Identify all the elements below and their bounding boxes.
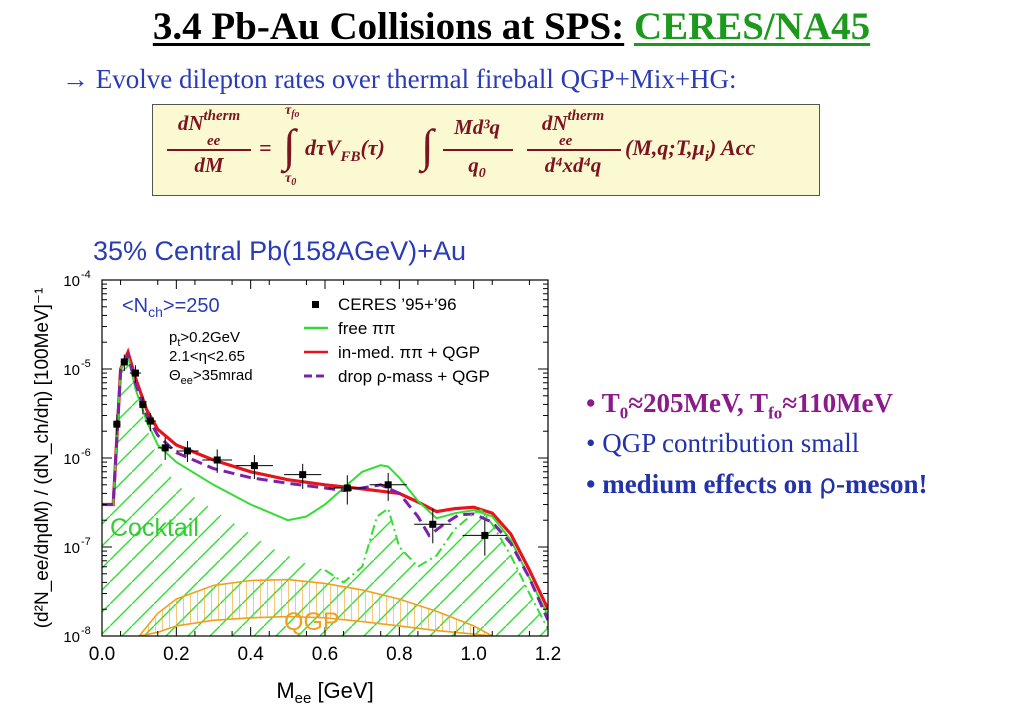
data-point — [384, 481, 392, 489]
chart-title: 35% Central Pb(158AGeV)+Au — [93, 236, 466, 266]
bullet-temperatures: • T0≈205MeV, Tfo≈110MeV — [586, 388, 894, 423]
curve-cocktail — [324, 506, 548, 630]
annotation-theta: Θee>35mrad — [169, 367, 253, 387]
legend-label: CERES ’95+’96 — [338, 295, 457, 314]
eq-frac3-numerator: dNtherm ee — [541, 108, 605, 149]
ceres-data-points — [113, 354, 508, 556]
annotation-eta: 2.1<η<2.65 — [169, 348, 245, 365]
annotation-pt: pt>0.2GeV — [169, 329, 240, 349]
eq-integral-1: ∫ — [283, 120, 296, 171]
x-tick-label: 0.2 — [163, 644, 189, 665]
eq-lower-limit: τ0 — [285, 171, 297, 188]
y-tick-exponent: -5 — [81, 358, 91, 370]
data-point — [250, 462, 258, 470]
eq-lhs-denominator: dM — [194, 153, 224, 177]
data-point — [139, 400, 147, 408]
eq-lhs-bar — [167, 149, 251, 151]
data-point — [146, 417, 154, 425]
theory-curves — [102, 347, 548, 630]
annotation-qgp: QGP — [284, 608, 340, 636]
eq-frac3-denominator: d⁴xd⁴q — [544, 153, 602, 177]
x-tick-label: 1.0 — [460, 644, 486, 665]
eq-equals: = — [259, 135, 272, 160]
eq-args: (M,q;T,μi) Acc — [625, 135, 756, 165]
eq-upper-limit: τfo — [285, 103, 300, 120]
bullet-qgp-contribution: • QGP contribution small — [586, 428, 860, 458]
eq-integral-2: ∫ — [421, 120, 434, 171]
y-tick-label: 10 — [63, 273, 80, 290]
y-tick-exponent: -7 — [81, 536, 91, 548]
data-point — [131, 369, 139, 377]
y-tick-label: 10 — [63, 451, 80, 468]
data-point — [343, 484, 351, 492]
data-point — [481, 531, 489, 539]
cocktail-hatched-area — [102, 360, 548, 636]
slide-subtitle: → Evolve dilepton rates over thermal fir… — [62, 64, 737, 94]
data-point — [113, 420, 121, 428]
x-tick-label: 0.4 — [237, 644, 264, 665]
y-tick-exponent: -6 — [81, 447, 91, 459]
slide-title: 3.4 Pb-Au Collisions at SPS: CERES/NA45 — [0, 4, 1023, 49]
y-tick-label: 10 — [63, 540, 80, 557]
data-point — [120, 358, 128, 366]
x-tick-label: 1.2 — [535, 644, 561, 665]
eq-term1: dτVFB(τ) — [305, 135, 385, 165]
legend-marker-square — [312, 301, 319, 308]
x-tick-label: 0.6 — [312, 644, 338, 665]
legend-label: in-med. ππ + QGP — [338, 343, 480, 362]
data-point — [183, 447, 191, 455]
dilepton-chart: 35% Central Pb(158AGeV)+Au 0.0 0.2 0.4 0.6 0… — [32, 236, 561, 707]
x-tick-label: 0.0 — [89, 644, 115, 665]
bullet-medium-effects: • medium effects on ρ-meson! — [586, 469, 928, 500]
legend-label: free ππ — [338, 319, 395, 338]
data-point — [161, 444, 169, 452]
plot-panel: 35% Central Pb(158AGeV)+Au 0.0 0.2 0.4 0.6 0… — [22, 230, 564, 708]
eq-frac3-bar — [527, 149, 621, 151]
legend: CERES ’95+’96 free ππ in-med. ππ + QGP drop… — [304, 295, 490, 386]
y-axis-label: (d²N_ee/dηdM) / (dN_ch/dη) [100MeV]⁻¹ — [32, 288, 53, 629]
axes: 0.0 0.2 0.4 0.6 0.8 1.0 1.210-410-510-610 -710-… — [63, 269, 561, 665]
eq-frac2-numerator: Md³q — [454, 115, 500, 139]
x-tick-label: 0.8 — [386, 644, 412, 665]
y-tick-exponent: -4 — [81, 269, 91, 281]
legend-label: drop ρ-mass + QGP — [338, 367, 490, 386]
annotation-nch: <Nch>=250 — [122, 295, 220, 320]
eq-lhs-numerator: dNtherm ee — [177, 108, 241, 149]
eq-frac2-denominator: q0 — [468, 153, 486, 181]
curve-drop-mass-qgp — [102, 351, 548, 621]
curve-free- — [102, 353, 548, 616]
equation-box: dNtherm ee dM = τfo ∫ τ0 dτVFB(τ) ∫ Md³q … — [152, 103, 820, 196]
qgp-band — [138, 578, 493, 636]
annotation-cocktail: Cocktail — [110, 514, 199, 542]
y-tick-label: 10 — [63, 362, 80, 379]
x-axis-label: Mee [GeV] — [276, 678, 373, 707]
data-point — [429, 520, 437, 528]
shaded-areas — [102, 360, 548, 636]
title-prefix: 3.4 Pb-Au Collisions at SPS: — [152, 5, 625, 48]
eq-frac2-bar — [443, 149, 513, 151]
title-accent: CERES/NA45 — [633, 5, 871, 48]
y-tick-label: 10 — [63, 629, 80, 646]
data-point — [299, 471, 307, 479]
data-point — [213, 456, 221, 464]
y-tick-exponent: -8 — [81, 625, 91, 637]
